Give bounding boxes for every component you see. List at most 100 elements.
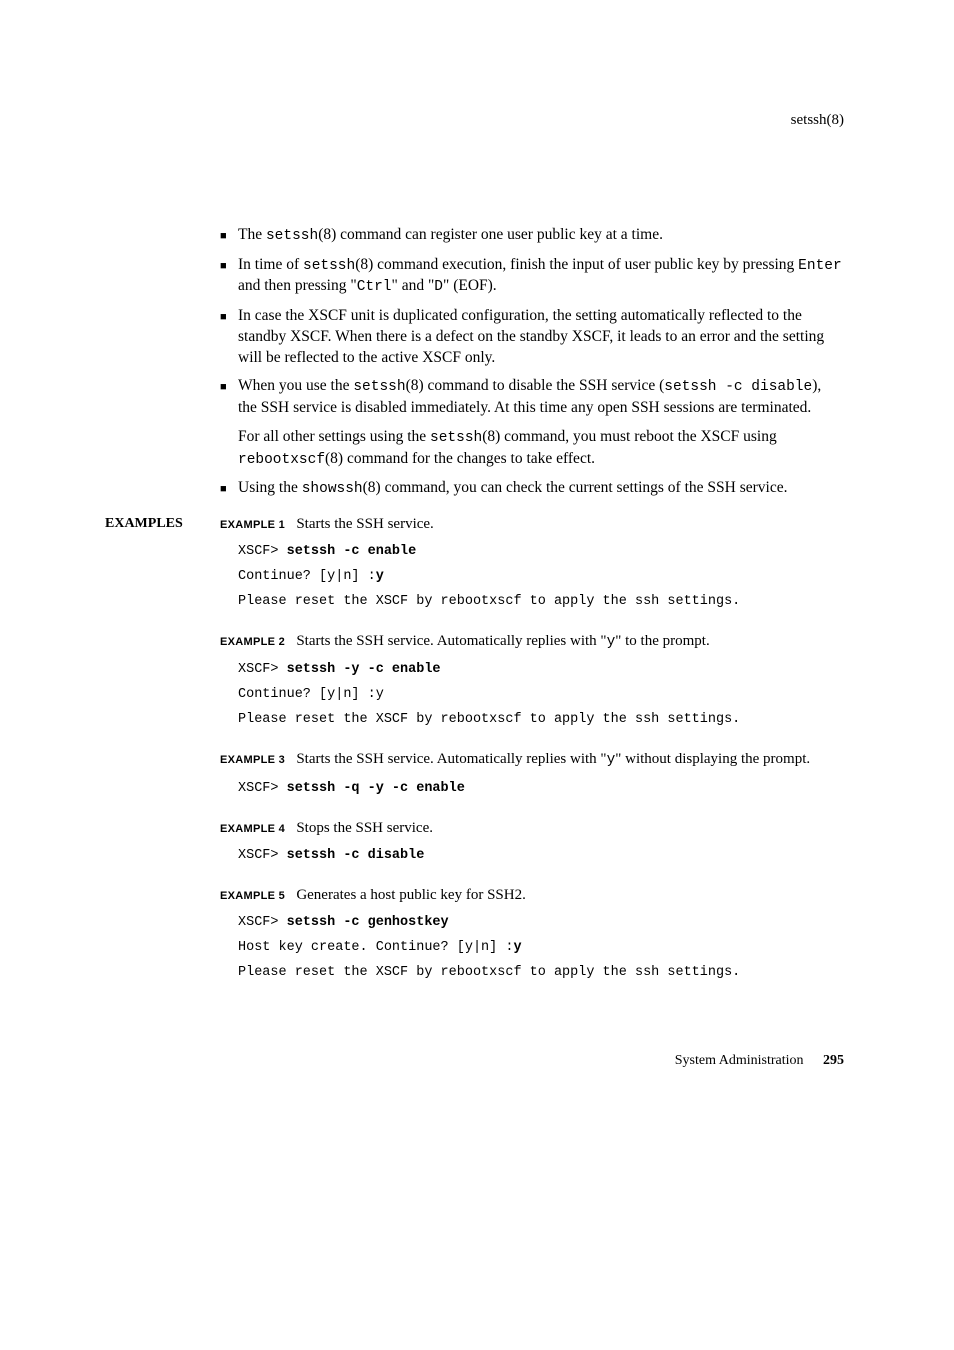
code-run: XSCF> xyxy=(238,544,287,559)
text-run: D xyxy=(434,279,443,295)
example-label: EXAMPLE 5 xyxy=(220,890,285,902)
examples-body: EXAMPLE 1 Starts the SSH service. XSCF> s… xyxy=(220,514,844,993)
example-label: EXAMPLE 2 xyxy=(220,636,285,648)
text-run: rebootxscf xyxy=(238,452,325,468)
text-run: " (EOF). xyxy=(443,277,497,294)
code-line: XSCF> setssh -c genhostkey xyxy=(238,911,844,936)
text-run: (8) command execution, finish the input … xyxy=(355,256,798,273)
footer-text: System Administration xyxy=(675,1053,804,1068)
examples-section: EXAMPLES EXAMPLE 1 Starts the SSH servic… xyxy=(220,514,844,993)
code-run: Please reset the XSCF by rebootxscf to a… xyxy=(238,965,740,980)
text-run: setssh xyxy=(353,379,405,395)
code-line: XSCF> setssh -c disable xyxy=(238,844,844,869)
bullet-text: Using the showssh(8) command, you can ch… xyxy=(238,478,844,500)
text-run: (8) command, you must reboot the XSCF us… xyxy=(482,428,777,445)
code-run: Continue? [y|n] : xyxy=(238,569,376,584)
text-run: In case the XSCF unit is duplicated conf… xyxy=(238,307,824,366)
text-run: Using the xyxy=(238,479,302,496)
code-line: XSCF> setssh -q -y -c enable xyxy=(238,777,844,802)
header-title: setssh(8) xyxy=(791,110,844,130)
text-run: " without displaying the prompt. xyxy=(615,751,810,767)
bullet-mark: ■ xyxy=(220,478,238,500)
page: setssh(8) ■The setssh(8) command can reg… xyxy=(0,0,954,1131)
text-run: Starts the SSH service. Automatically re… xyxy=(296,633,606,649)
code-run: Host key create. Continue? [y|n] : xyxy=(238,940,513,955)
example-label: EXAMPLE 1 xyxy=(220,519,285,531)
code-block: XSCF> setssh -y -c enable Continue? [y|n]… xyxy=(238,658,844,733)
text-run: Enter xyxy=(798,258,842,274)
bullet-mark: ■ xyxy=(220,255,238,298)
code-run: Please reset the XSCF by rebootxscf to a… xyxy=(238,594,740,609)
code-line: XSCF> setssh -c enable xyxy=(238,540,844,565)
code-run: y xyxy=(376,569,384,584)
code-line: Host key create. Continue? [y|n] :y xyxy=(238,936,844,961)
text-run: " and " xyxy=(392,277,435,294)
example-label: EXAMPLE 3 xyxy=(220,754,285,766)
text-run: In time of xyxy=(238,256,303,273)
code-run: XSCF> xyxy=(238,848,287,863)
bullet-mark: ■ xyxy=(220,306,238,369)
code-run: XSCF> xyxy=(238,781,287,796)
bullet-item: ■In time of setssh(8) command execution,… xyxy=(220,255,844,298)
code-line: Please reset the XSCF by rebootxscf to a… xyxy=(238,708,844,733)
bullet-item: ■Using the showssh(8) command, you can c… xyxy=(220,478,844,500)
code-run: Please reset the XSCF by rebootxscf to a… xyxy=(238,712,740,727)
content: ■The setssh(8) command can register one … xyxy=(220,225,844,992)
text-run: setssh -c disable xyxy=(664,379,812,395)
text-run: Starts the SSH service. xyxy=(296,516,433,532)
page-number: 295 xyxy=(823,1053,844,1068)
code-line: Continue? [y|n] :y xyxy=(238,565,844,590)
example-heading: EXAMPLE 3 Starts the SSH service. Automa… xyxy=(220,749,844,771)
code-run: setssh -y -c enable xyxy=(287,662,441,677)
code-run: y xyxy=(513,940,521,955)
bullet-mark: ■ xyxy=(220,225,238,247)
code-run: setssh -c disable xyxy=(287,848,425,863)
text-run: setssh xyxy=(430,430,482,446)
example-heading: EXAMPLE 4 Stops the SSH service. xyxy=(220,818,844,838)
code-run: setssh -q -y -c enable xyxy=(287,781,465,796)
section-label: EXAMPLES xyxy=(105,514,220,534)
code-run: XSCF> xyxy=(238,915,287,930)
text-run: (8) command to disable the SSH service ( xyxy=(406,377,665,394)
bullet-item: ■In case the XSCF unit is duplicated con… xyxy=(220,306,844,369)
text-run: Starts the SSH service. Automatically re… xyxy=(296,751,606,767)
code-run: XSCF> xyxy=(238,662,287,677)
text-run: (8) command for the changes to take effe… xyxy=(325,450,595,467)
bullet-item: ■The setssh(8) command can register one … xyxy=(220,225,844,247)
bullet-text: When you use the setssh(8) command to di… xyxy=(238,376,844,418)
text-run: " to the prompt. xyxy=(615,633,709,649)
text-run: (8) command, you can check the current s… xyxy=(363,479,788,496)
text-run: setssh xyxy=(303,258,355,274)
bullet-item: ■When you use the setssh(8) command to d… xyxy=(220,376,844,418)
bullet-text: In time of setssh(8) command execution, … xyxy=(238,255,844,298)
example-label: EXAMPLE 4 xyxy=(220,823,285,835)
text-run: Stops the SSH service. xyxy=(296,820,433,836)
text-run: y xyxy=(607,752,616,768)
code-block: XSCF> setssh -c enableContinue? [y|n] :y… xyxy=(238,540,844,615)
text-run: y xyxy=(607,634,616,650)
example-heading: EXAMPLE 5 Generates a host public key fo… xyxy=(220,885,844,905)
text-run: and then pressing " xyxy=(238,277,357,294)
text-run: The xyxy=(238,226,266,243)
example-heading: EXAMPLE 1 Starts the SSH service. xyxy=(220,514,844,534)
bullet-mark: ■ xyxy=(220,376,238,418)
text-run: (8) command can register one user public… xyxy=(318,226,663,243)
code-run: setssh -c genhostkey xyxy=(287,915,449,930)
text-run: Ctrl xyxy=(357,279,392,295)
code-block: XSCF> setssh -q -y -c enable xyxy=(238,777,844,802)
code-block: XSCF> setssh -c genhostkeyHost key creat… xyxy=(238,911,844,986)
code-line: Please reset the XSCF by rebootxscf to a… xyxy=(238,590,844,615)
bullet-list: ■The setssh(8) command can register one … xyxy=(220,225,844,500)
code-run: setssh -c enable xyxy=(287,544,417,559)
bullet-text: In case the XSCF unit is duplicated conf… xyxy=(238,306,844,369)
text-run: For all other settings using the xyxy=(238,428,430,445)
footer: System Administration 295 xyxy=(105,1052,844,1071)
code-run: Continue? [y|n] :y xyxy=(238,687,384,702)
code-line: Please reset the XSCF by rebootxscf to a… xyxy=(238,961,844,986)
text-run: Generates a host public key for SSH2. xyxy=(296,887,526,903)
example-heading: EXAMPLE 2 Starts the SSH service. Automa… xyxy=(220,631,844,653)
code-block: XSCF> setssh -c disable xyxy=(238,844,844,869)
bullet-sub-paragraph: For all other settings using the setssh(… xyxy=(238,427,844,470)
text-run: setssh xyxy=(266,228,318,244)
bullet-text: The setssh(8) command can register one u… xyxy=(238,225,844,247)
